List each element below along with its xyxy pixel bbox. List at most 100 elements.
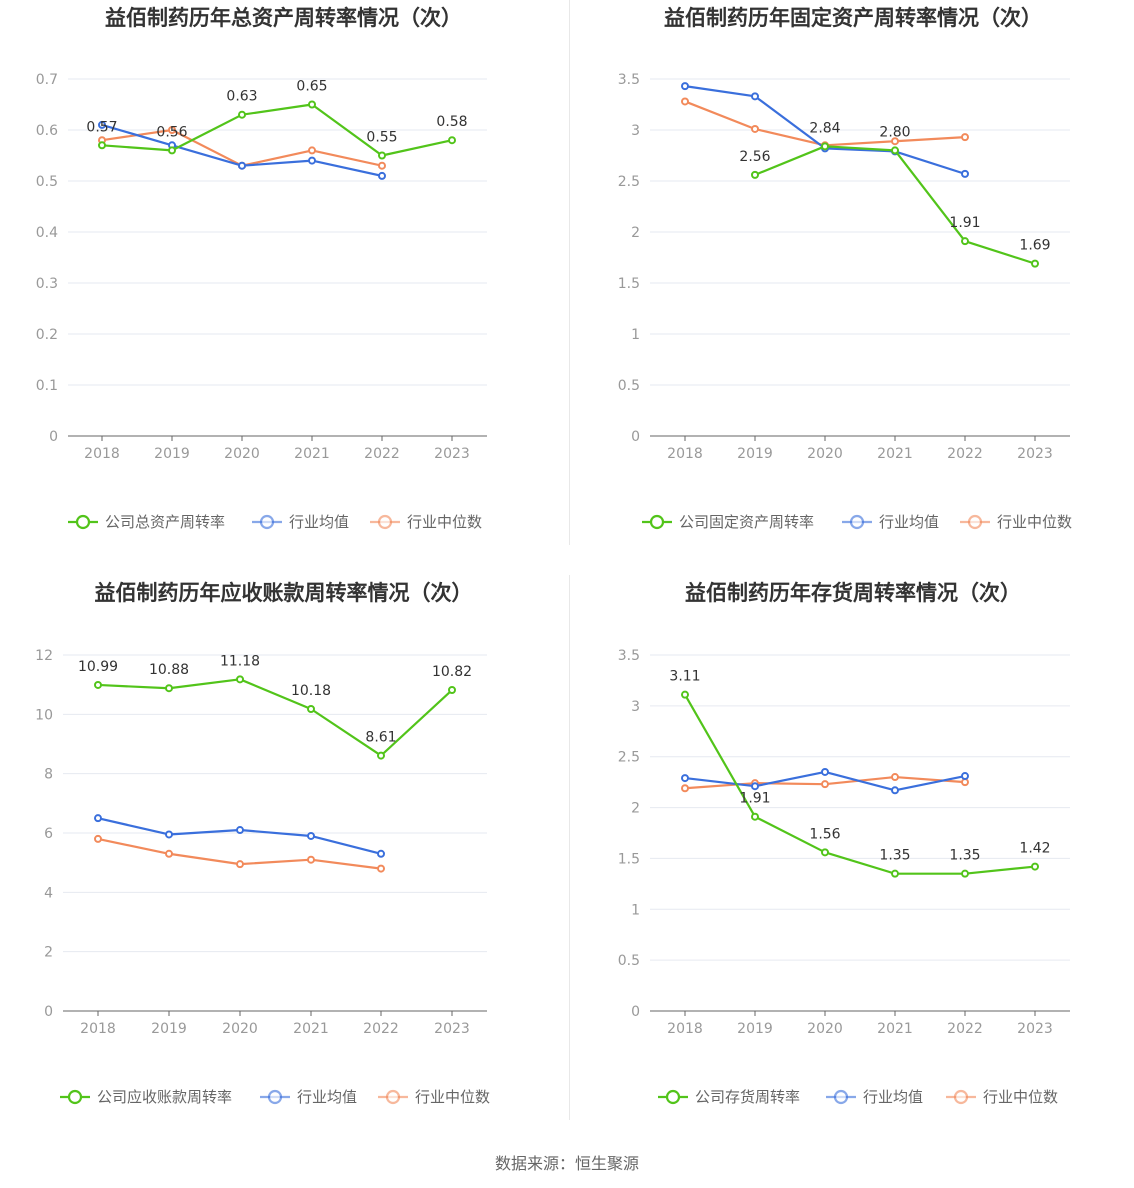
data-source: 数据来源：恒生聚源 [0,1150,1134,1174]
x-tick-label: 2021 [877,446,913,462]
y-tick-label: 1 [631,327,640,343]
data-label: 0.57 [86,119,117,135]
y-tick-label: 0.5 [618,953,640,969]
y-tick-label: 10 [35,707,53,723]
y-tick-label: 3 [631,699,640,715]
chart-total-asset-turnover: 益佰制药历年总资产周转率情况（次） 0 0.1 0.2 0.3 0.4 0.5 0.6 0.7 2… [36,6,487,531]
legend-label-median: 行业中位数 [407,513,482,531]
data-point-median [891,137,899,146]
data-point-median [236,860,244,869]
y-tick-label: 2.5 [618,750,640,766]
y-tick-label: 0.5 [36,174,58,190]
x-tick-label: 2023 [434,1021,470,1037]
data-point-avg [961,169,969,178]
data-point-median [961,133,969,142]
x-tick-label: 2021 [877,1021,913,1037]
y-tick-label: 0.7 [36,72,58,88]
y-tick-label: 1.5 [618,851,640,867]
data-point-avg [94,814,102,823]
data-point-company [94,680,102,689]
divider [569,575,570,1120]
chart-group: 益佰制药历年总资产周转率情况（次） 0 0.1 0.2 0.3 0.4 0.5 0.6 0.7 2… [36,6,487,531]
data-point-avg [98,120,106,129]
chart-panel-fixed-asset-turnover: 益佰制药历年固定资产周转率情况（次） 0 0.5 1 1.5 2 2.5 3 3.5 2018 20… [572,0,1134,560]
data-point-avg [165,830,173,839]
data-point-avg [751,782,759,791]
data-point-company [448,686,456,695]
x-tick-label: 2023 [434,446,470,462]
legend-label-avg: 行业均值 [879,513,939,531]
y-tick-label: 0.6 [36,123,58,139]
data-label: 10.82 [432,664,472,680]
x-tick-label: 2020 [224,446,260,462]
series-line-company [101,103,453,157]
legend-marker-avg [259,514,275,530]
y-tick-label: 0 [631,429,640,445]
legend-label-avg: 行业均值 [289,513,349,531]
legend-label-company: 公司应收账款周转率 [97,1088,232,1106]
legend-marker-median [385,1089,401,1105]
data-label: 10.18 [291,683,331,699]
data-point-median [94,834,102,843]
data-point-avg [308,156,316,165]
data-label: 1.91 [739,791,770,807]
legend-marker-median [967,514,983,530]
legend-marker-company [665,1089,681,1105]
x-tick-label: 2021 [294,446,330,462]
data-point-avg [681,774,689,783]
data-point-company [1031,259,1039,268]
chart-panel-inventory-turnover: 益佰制药历年存货周转率情况（次） 0 0.5 1 1.5 2 2.5 3 3.5 2018 2019… [572,575,1134,1135]
data-point-company [1031,862,1039,871]
chart-group: 益佰制药历年存货周转率情况（次） 0 0.5 1 1.5 2 2.5 3 3.5 2018 2019… [618,581,1070,1106]
legend-marker-company [649,514,665,530]
chart-panel-receivables-turnover: 益佰制药历年应收账款周转率情况（次） 0 2 4 6 8 10 12 2018 2019 2020 2… [0,575,567,1135]
data-label: 1.35 [879,848,910,864]
y-tick-label: 0.3 [36,276,58,292]
data-point-company [751,170,759,179]
data-point-company [378,151,386,160]
data-point-company [165,684,173,693]
x-tick-label: 2019 [151,1021,187,1037]
data-point-company [168,146,176,155]
y-tick-label: 3.5 [618,648,640,664]
data-source-label: 数据来源： [494,1154,575,1173]
data-point-avg [961,772,969,781]
y-tick-label: 0 [44,1004,53,1020]
x-tick-label: 2019 [154,446,190,462]
chart-fixed-asset-turnover: 益佰制药历年固定资产周转率情况（次） 0 0.5 1 1.5 2 2.5 3 3.5 2018 20… [618,6,1072,531]
data-label: 0.56 [156,124,187,140]
legend-marker-avg [849,514,865,530]
chart-inventory-turnover: 益佰制药历年存货周转率情况（次） 0 0.5 1 1.5 2 2.5 3 3.5 2018 2019… [618,581,1070,1106]
data-point-avg [891,786,899,795]
data-label: 1.56 [809,826,840,842]
y-tick-label: 1 [631,902,640,918]
chart-group: 益佰制药历年固定资产周转率情况（次） 0 0.5 1 1.5 2 2.5 3 3.5 2018 20… [618,6,1072,531]
legend-marker-median [953,1089,969,1105]
legend-marker-company [75,514,91,530]
x-tick-label: 2020 [222,1021,258,1037]
data-point-avg [821,767,829,776]
y-tick-label: 8 [44,767,53,783]
data-point-median [308,146,316,155]
chart-title: 益佰制药历年总资产周转率情况（次） [105,6,462,30]
legend-label-median: 行业中位数 [415,1088,490,1106]
legend-label-median: 行业中位数 [997,513,1072,531]
data-point-company [751,812,759,821]
data-point-company [448,136,456,145]
legend-label-company: 公司固定资产周转率 [679,513,814,531]
data-point-company [98,141,106,150]
data-point-avg [378,171,386,180]
x-tick-label: 2019 [737,446,773,462]
divider [569,0,570,545]
y-tick-label: 2 [631,801,640,817]
y-tick-label: 2 [44,945,53,961]
data-point-company [238,110,246,119]
legend-marker-avg [267,1089,283,1105]
data-source-name: 恒生聚源 [575,1154,640,1173]
y-tick-label: 4 [44,885,53,901]
y-tick-label: 0 [631,1004,640,1020]
chart-group: 益佰制药历年应收账款周转率情况（次） 0 2 4 6 8 10 12 2018 2019 2020 2… [35,581,490,1106]
x-tick-label: 2018 [667,446,703,462]
chart-title: 益佰制药历年存货周转率情况（次） [685,581,1021,605]
data-label: 1.42 [1019,841,1050,857]
